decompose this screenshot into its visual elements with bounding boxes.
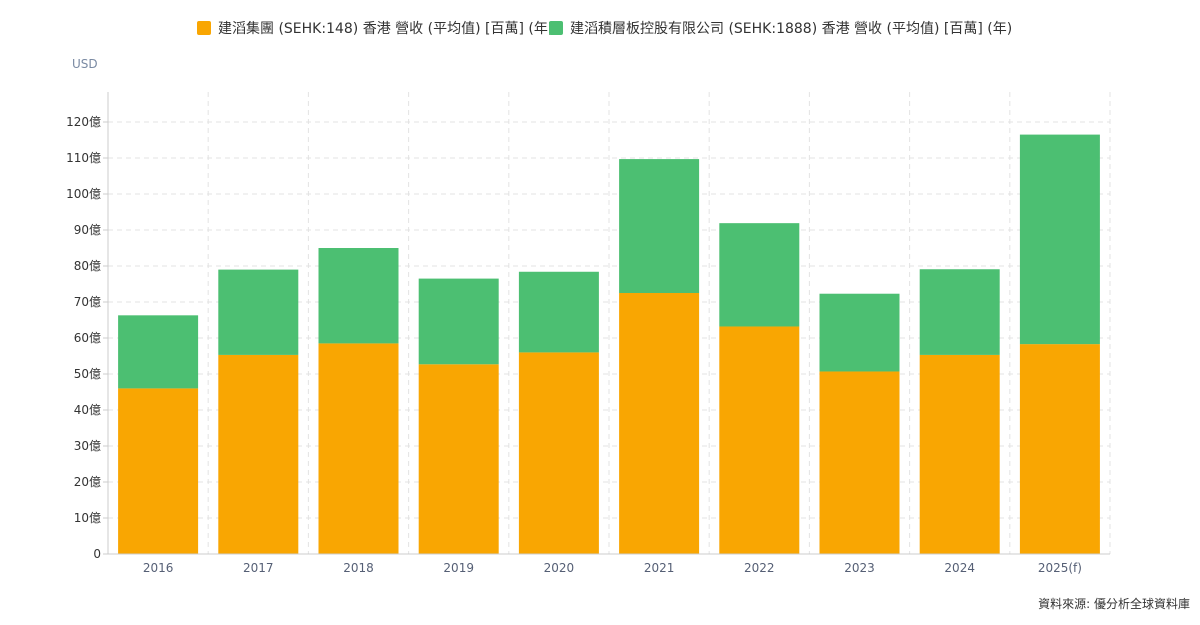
axes [107,92,1110,555]
y-tick-label: 70億 [74,295,101,309]
bar-2018-series-1[interactable] [318,343,399,554]
x-ticks: 2016 2017 2018 2019 2020 2021 2022 2023 2024 2025… [143,561,1082,575]
y-unit-label: USD [72,57,98,71]
y-tick-label: 50億 [74,367,101,381]
x-tick-label: 2016 [143,561,174,575]
x-tick-label: 2017 [243,561,274,575]
legend: 建滔集團 (SEHK:148) 香港 營收 (平均值) [百萬] (年) 建滔積層… [197,20,1012,37]
bar-2023-series-1[interactable] [819,371,900,554]
legend-label-1[interactable]: 建滔集團 (SEHK:148) 香港 營收 (平均值) [百萬] (年) [218,20,553,37]
y-tick-label: 30億 [74,439,101,453]
bar-2020-series-2[interactable] [518,271,599,353]
bar-2019-series-1[interactable] [418,364,499,554]
x-tick-label: 2022 [744,561,775,575]
bar-2021-series-1[interactable] [619,293,700,554]
bar-2017-series-1[interactable] [218,354,299,554]
bar-2017-series-2[interactable] [218,269,299,355]
bar-2025(f)-series-1[interactable] [1019,344,1100,554]
bar-2020-series-1[interactable] [518,352,599,554]
y-tick-label: 0 [93,547,101,561]
bar-2016-series-1[interactable] [118,388,199,554]
y-tick-label: 20億 [74,475,101,489]
bar-2021-series-2[interactable] [619,159,700,293]
y-tick-label: 60億 [74,331,101,345]
source-label: 資料來源: 優分析全球資料庫 [1038,596,1190,611]
x-tick-label: 2018 [343,561,374,575]
y-tick-label: 80億 [74,259,101,273]
legend-swatch-1[interactable] [197,21,211,35]
bars [118,134,1100,554]
bar-2018-series-2[interactable] [318,248,399,344]
y-tick-label: 110億 [66,151,101,165]
y-tick-label: 90億 [74,223,101,237]
bar-2016-series-2[interactable] [118,315,199,389]
y-tick-label: 100億 [66,187,101,201]
bar-2022-series-1[interactable] [719,326,800,554]
y-tick-label: 40億 [74,403,101,417]
bar-2023-series-2[interactable] [819,293,900,372]
x-tick-label: 2020 [544,561,575,575]
bar-2024-series-2[interactable] [919,269,1000,355]
x-tick-label: 2023 [844,561,875,575]
bar-2022-series-2[interactable] [719,223,800,327]
bar-2024-series-1[interactable] [919,354,1000,554]
y-ticks: 0 10億 20億 30億 40億 50億 60億 70億 80億 90億 100億 110億 120億 [66,115,108,561]
y-tick-label: 10億 [74,511,101,525]
x-tick-label: 2021 [644,561,675,575]
x-tick-label: 2019 [443,561,474,575]
legend-swatch-2[interactable] [549,21,563,35]
bar-2025(f)-series-2[interactable] [1019,134,1100,345]
x-tick-label: 2024 [944,561,975,575]
x-tick-label: 2025(f) [1038,561,1082,575]
bar-2019-series-2[interactable] [418,278,499,365]
y-tick-label: 120億 [66,115,101,129]
legend-label-2[interactable]: 建滔積層板控股有限公司 (SEHK:1888) 香港 營收 (平均值) [百萬]… [570,21,1012,37]
